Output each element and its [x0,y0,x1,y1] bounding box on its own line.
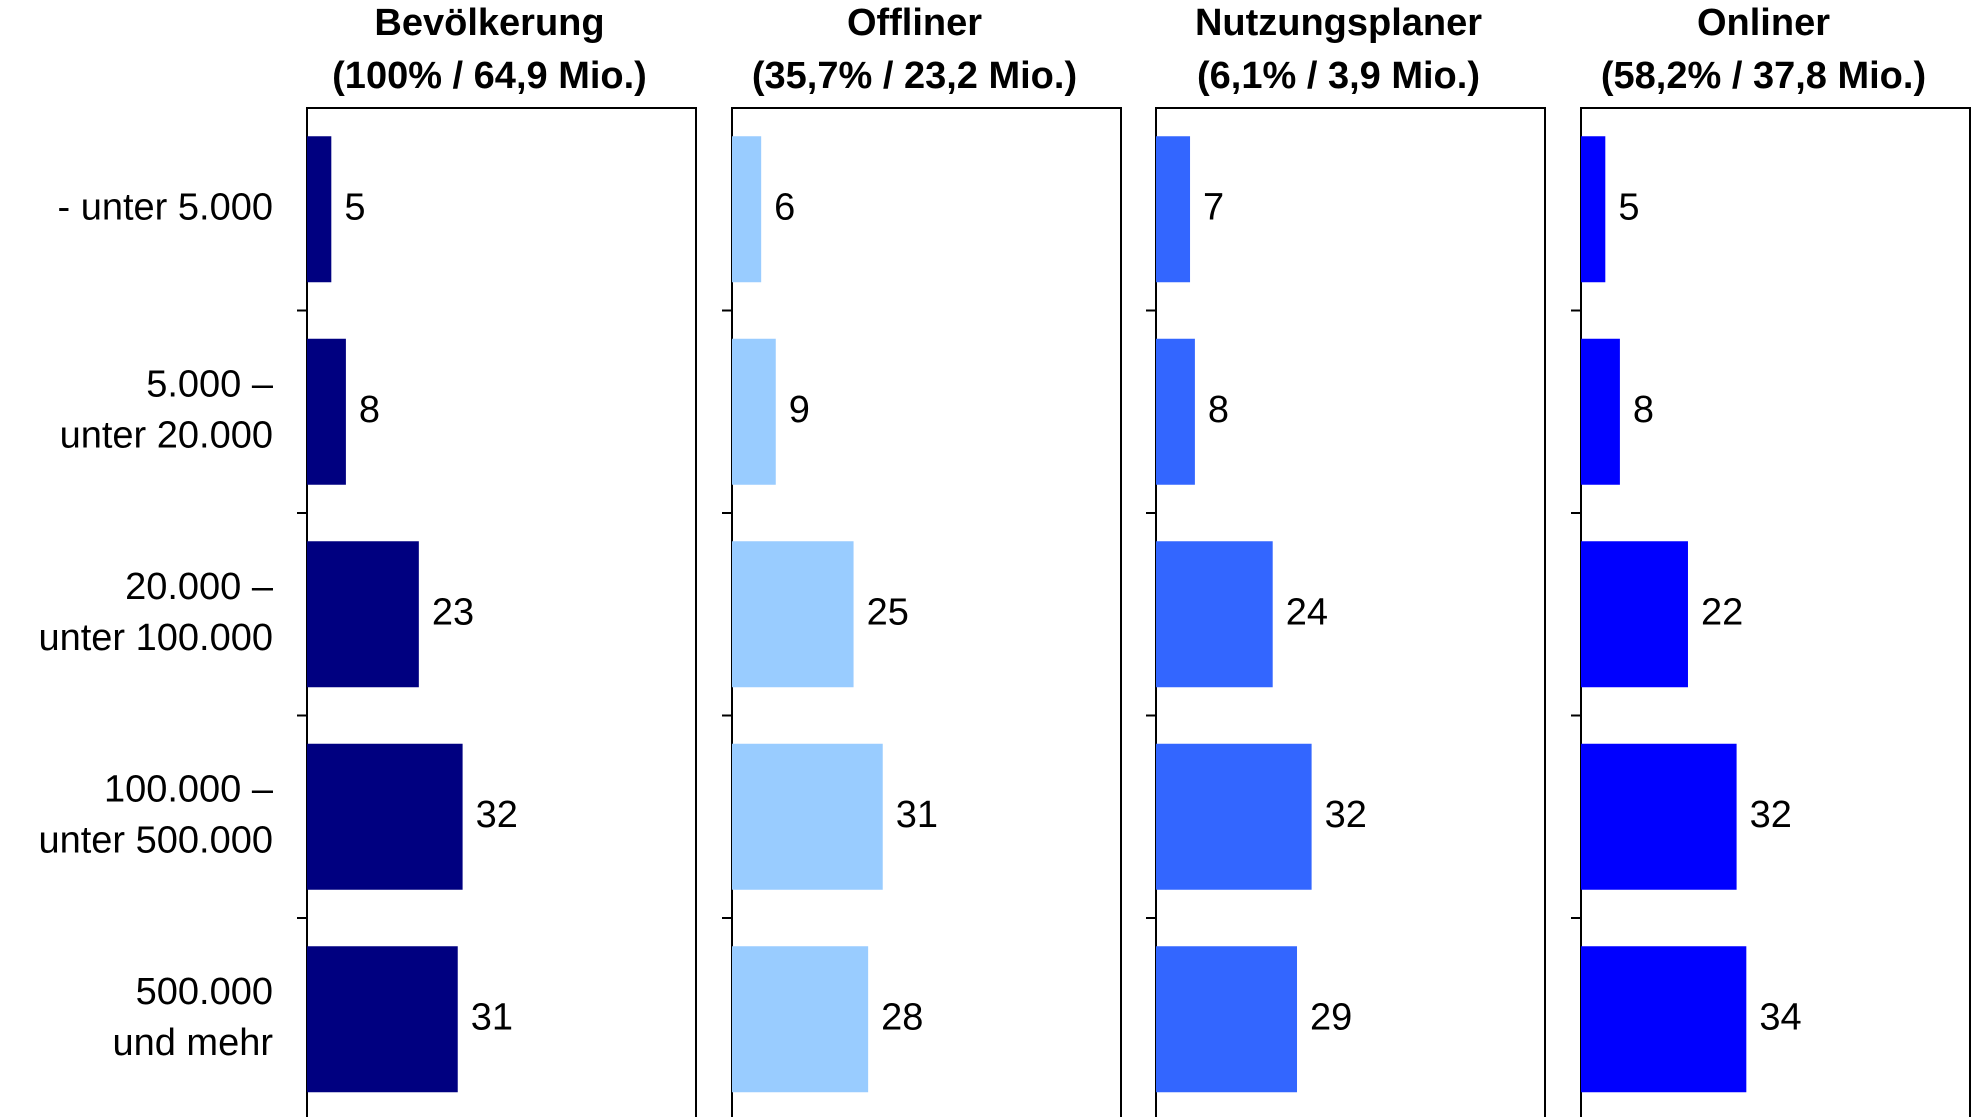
panel-subtitle: (58,2% / 37,8 Mio.) [1601,55,1926,97]
panel-title: Onliner [1697,2,1830,44]
value-label: 8 [1633,389,1654,431]
bar [732,541,854,688]
bar [732,946,869,1093]
category-label: und mehr [112,1022,273,1064]
value-label: 9 [789,389,810,431]
category-label: unter 20.000 [60,414,273,456]
value-label: 24 [1286,591,1328,633]
value-label: 5 [344,186,365,228]
bar [732,338,776,485]
value-label: 8 [1208,389,1229,431]
value-label: 32 [1750,794,1792,836]
value-label: 5 [1618,186,1639,228]
value-label: 31 [896,794,938,836]
bar [307,338,346,485]
bar [307,946,458,1093]
value-label: 25 [867,591,909,633]
panel-subtitle: (35,7% / 23,2 Mio.) [752,55,1077,97]
value-label: 32 [476,794,518,836]
bar [1581,946,1747,1093]
value-label: 32 [1325,794,1367,836]
panel-title: Bevölkerung [374,2,604,44]
value-label: 8 [359,389,380,431]
bar [732,743,883,890]
category-label: 100.000 – [104,768,274,810]
bar [307,743,463,890]
value-label: 22 [1701,591,1743,633]
value-label: 34 [1759,996,1801,1038]
category-label: unter 100.000 [38,617,273,659]
bar [1156,338,1195,485]
bar [1581,338,1620,485]
bar [1156,946,1298,1093]
bar [1581,743,1737,890]
bar [1581,541,1688,688]
value-label: 7 [1203,186,1224,228]
bar [1156,541,1273,688]
category-label: 20.000 – [125,566,274,608]
category-label: 500.000 [136,971,273,1013]
value-label: 23 [432,591,474,633]
panel-title: Offliner [847,2,982,44]
bar [1156,743,1312,890]
value-label: 29 [1310,996,1352,1038]
panel-title: Nutzungsplaner [1195,2,1482,44]
category-label: 5.000 – [146,363,274,405]
bar [307,136,332,283]
bar [1581,136,1606,283]
bar [307,541,419,688]
bar [732,136,762,283]
panel-subtitle: (100% / 64,9 Mio.) [332,55,647,97]
category-label: unter 500.000 [38,819,273,861]
panel-subtitle: (6,1% / 3,9 Mio.) [1197,55,1480,97]
bar [1156,136,1191,283]
category-label: - unter 5.000 [58,186,273,228]
value-label: 6 [774,186,795,228]
value-label: 31 [471,996,513,1038]
value-label: 28 [881,996,923,1038]
